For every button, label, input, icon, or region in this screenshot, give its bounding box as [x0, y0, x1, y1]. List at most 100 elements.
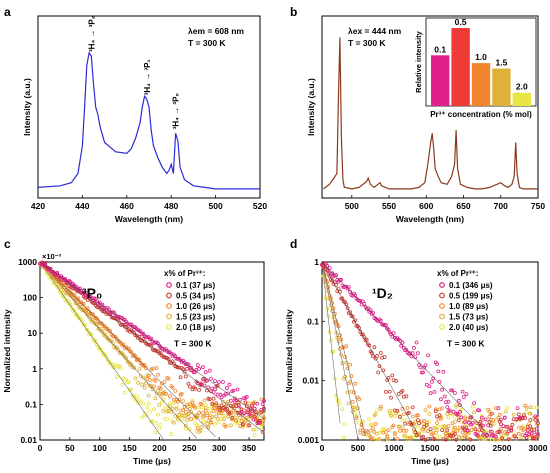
decay-point — [432, 437, 437, 442]
decay-point — [371, 425, 376, 430]
decay-point — [344, 344, 349, 349]
decay-point — [141, 401, 146, 406]
decay-point — [354, 414, 359, 419]
decay-point — [498, 417, 503, 422]
decay-point — [435, 421, 439, 426]
decay-point — [218, 407, 223, 412]
decay-point — [444, 437, 448, 442]
decay-point — [506, 437, 511, 442]
decay-point — [435, 428, 439, 433]
decay-point — [216, 411, 221, 416]
legend-marker — [439, 303, 445, 309]
decay-point — [520, 416, 525, 421]
transition-label: ³H₄ → ³P₀ — [172, 93, 181, 130]
transition-label: ³H₄ → ³P₂ — [87, 15, 96, 52]
decay-point — [468, 415, 473, 420]
decay-point — [350, 399, 355, 404]
decay-point — [167, 394, 172, 399]
decay-point — [239, 418, 244, 423]
legend-title: x% of Pr³⁺: — [164, 269, 206, 278]
decay-point — [505, 424, 510, 429]
chart-panel-a: a Wavelength (nm) Intensity (a.u.) 420 440 46… — [4, 5, 267, 224]
x-tick-label: 200 — [152, 443, 166, 453]
decay-point — [210, 386, 215, 391]
decay-point — [111, 365, 115, 370]
decay-point — [260, 429, 265, 434]
legend-item: 1.5 (73 μs) — [449, 313, 488, 322]
decay-point — [454, 405, 459, 409]
x-tick-label: 600 — [419, 201, 433, 211]
decay-point — [144, 366, 148, 371]
decay-point — [414, 340, 419, 345]
decay-point — [205, 413, 209, 418]
decay-point — [259, 425, 264, 429]
y-axis-label: Normalized intensity — [284, 309, 294, 392]
decay-point — [224, 386, 229, 391]
x-axis-label: Wavelength (nm) — [115, 214, 183, 224]
chart-panel-c: c Time (μs) Normalized intensity 0 50 100 150 2… — [2, 237, 266, 466]
decay-point — [182, 413, 187, 418]
decay-point — [479, 428, 484, 433]
panel-title: ³P₀ — [82, 285, 102, 301]
decay-point — [447, 408, 452, 413]
inset-y-label: Relative intensity — [414, 30, 423, 93]
plot-frame — [39, 261, 265, 441]
decay-point — [211, 396, 216, 401]
decay-point — [511, 412, 516, 417]
fit-line — [321, 261, 341, 424]
y-tick-label: 10 — [28, 328, 38, 338]
y-tick-label: 1 — [32, 364, 37, 374]
decay-point — [227, 411, 232, 416]
decay-point — [120, 322, 125, 327]
decay-point — [195, 426, 200, 430]
decay-point — [469, 428, 474, 432]
decay-point — [405, 406, 410, 410]
condition-text: T = 300 K — [348, 38, 386, 48]
decay-point — [202, 420, 207, 425]
decay-point — [174, 407, 179, 411]
decay-point — [325, 280, 330, 285]
decay-point — [145, 405, 150, 410]
decay-point — [195, 423, 200, 428]
decay-point — [429, 379, 434, 384]
decay-point — [140, 382, 145, 387]
decay-point — [337, 402, 342, 407]
legend-item: 1.0 (26 μs) — [176, 302, 215, 311]
decay-point — [348, 289, 353, 294]
decay-point — [126, 380, 131, 385]
decay-point — [428, 391, 433, 396]
decay-point — [340, 407, 345, 412]
decay-point — [341, 435, 346, 440]
decay-point — [85, 328, 90, 333]
decay-point — [373, 421, 378, 426]
decay-point — [227, 382, 232, 387]
decay-point — [368, 308, 373, 313]
decay-point — [383, 389, 388, 394]
decay-point — [438, 397, 443, 402]
decay-point — [404, 418, 409, 423]
x-tick-label: 2000 — [457, 443, 476, 453]
decay-point — [419, 370, 424, 375]
decay-point — [156, 372, 160, 377]
x-tick-label: 460 — [120, 201, 134, 211]
decay-point — [423, 408, 428, 413]
decay-point — [463, 420, 468, 424]
decay-point — [146, 401, 151, 406]
legend-item: 0.1 (37 μs) — [176, 281, 215, 290]
decay-point — [231, 388, 236, 393]
decay-point — [496, 406, 501, 411]
decay-point — [150, 419, 155, 424]
decay-point — [215, 416, 220, 421]
decay-point — [99, 347, 103, 352]
decay-point — [108, 338, 113, 343]
decay-point — [392, 432, 397, 437]
fit-line — [321, 261, 366, 436]
x-tick-label: 50 — [65, 443, 75, 453]
legend-marker — [439, 292, 445, 299]
decay-point — [345, 366, 350, 371]
decay-point — [389, 395, 393, 400]
decay-point — [529, 427, 534, 432]
inset-bar — [431, 55, 450, 106]
decay-point — [353, 293, 358, 298]
decay-point — [514, 436, 519, 441]
